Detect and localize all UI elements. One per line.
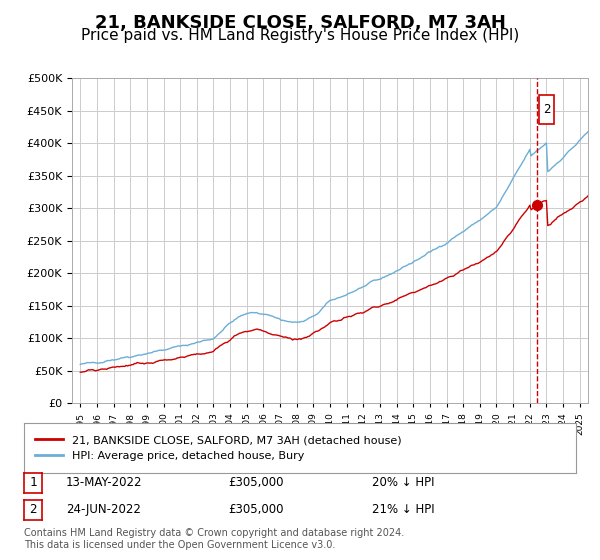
Text: Contains HM Land Registry data © Crown copyright and database right 2024.
This d: Contains HM Land Registry data © Crown c… [24, 528, 404, 550]
Text: 2: 2 [543, 102, 550, 116]
Text: 21, BANKSIDE CLOSE, SALFORD, M7 3AH: 21, BANKSIDE CLOSE, SALFORD, M7 3AH [95, 14, 505, 32]
Text: 2: 2 [29, 503, 37, 516]
Text: £305,000: £305,000 [228, 476, 284, 489]
FancyBboxPatch shape [539, 95, 554, 124]
Text: 21% ↓ HPI: 21% ↓ HPI [372, 503, 434, 516]
Text: 13-MAY-2022: 13-MAY-2022 [66, 476, 143, 489]
Text: 20% ↓ HPI: 20% ↓ HPI [372, 476, 434, 489]
Text: £305,000: £305,000 [228, 503, 284, 516]
Text: 24-JUN-2022: 24-JUN-2022 [66, 503, 141, 516]
Legend: 21, BANKSIDE CLOSE, SALFORD, M7 3AH (detached house), HPI: Average price, detach: 21, BANKSIDE CLOSE, SALFORD, M7 3AH (det… [29, 430, 407, 466]
Text: 1: 1 [29, 477, 37, 489]
Text: Price paid vs. HM Land Registry's House Price Index (HPI): Price paid vs. HM Land Registry's House … [81, 28, 519, 43]
